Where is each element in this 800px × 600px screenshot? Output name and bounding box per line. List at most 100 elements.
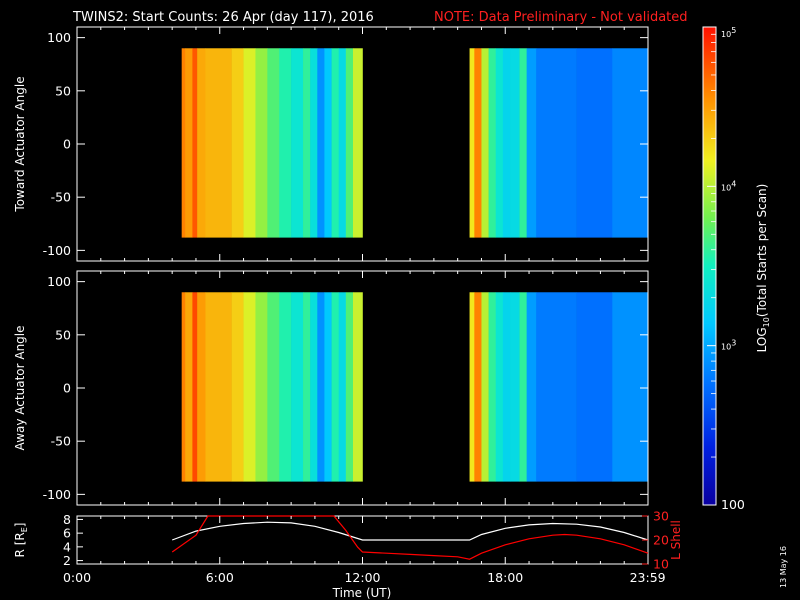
heatmap-cell — [338, 48, 347, 238]
colorbar-tick-label: 103 — [721, 339, 736, 352]
heatmap-cell — [502, 48, 511, 238]
ytick-label: 8 — [63, 512, 71, 527]
heatmap-cell — [303, 48, 311, 238]
heatmap-cell — [291, 48, 304, 238]
heatmap-cell — [536, 292, 577, 482]
heatmap-cell — [310, 48, 318, 238]
heatmap-cell — [303, 292, 311, 482]
heatmap-cell — [474, 292, 482, 482]
toward-yticks: 100 50 0 -50 -100 — [43, 27, 649, 261]
heatmap-cell — [536, 48, 577, 238]
heatmap-cell — [243, 292, 256, 482]
colorbar-gradient — [703, 27, 716, 505]
toward-ylabel: Toward Actuator Angle — [13, 76, 27, 212]
heatmap-cell — [345, 48, 354, 238]
away-ylabel: Away Actuator Angle — [13, 325, 27, 450]
heatmap-cell — [324, 292, 332, 482]
heatmap-cell — [255, 292, 268, 482]
heatmap-cell — [192, 48, 198, 238]
ytick-label: -100 — [43, 487, 71, 502]
preliminary-note: NOTE: Data Preliminary - Not validated — [434, 10, 688, 25]
heatmap-cell — [338, 292, 347, 482]
heatmap-cell — [510, 292, 520, 482]
heatmap-cell — [612, 292, 649, 482]
chart-title: TWINS2: Start Counts: 26 Apr (day 117), … — [72, 10, 374, 25]
heatmap-cell — [502, 292, 511, 482]
heatmap-cell — [510, 48, 520, 238]
heatmap-cell — [185, 292, 193, 482]
heatmap-cell — [317, 48, 325, 238]
ytick-label-right: 30 — [653, 509, 669, 524]
radius-line — [171, 521, 649, 541]
heatmap-cell — [352, 48, 363, 238]
date-stamp: 13 May 16 — [779, 546, 788, 588]
heatmap-cell — [231, 48, 244, 238]
heatmap-cell — [291, 292, 304, 482]
colorbar: 100 103 104 105 LOG10(Total Starts per Scan… — [702, 26, 771, 512]
heatmap-cell — [481, 292, 489, 482]
ytick-label: 50 — [55, 327, 71, 342]
heatmap-cell — [197, 292, 206, 482]
ytick-label: 50 — [55, 83, 71, 98]
away-yticks: 100 50 0 -50 -100 — [43, 271, 649, 505]
heatmap-cell — [474, 48, 482, 238]
ytick-label: -50 — [51, 190, 71, 205]
orbit-left-ylabel: R [RE] — [13, 523, 29, 558]
orbit-right-yticks: 10 20 30 — [642, 509, 669, 572]
heatmap-cell — [331, 292, 340, 482]
lshell-line — [171, 515, 649, 560]
colorbar-label: LOG10(Total Starts per Scan) — [755, 184, 771, 353]
heatmap-cell — [205, 48, 232, 238]
heatmap-cell — [469, 292, 475, 482]
ytick-label: 0 — [63, 381, 71, 396]
ytick-label: 100 — [47, 274, 71, 289]
heatmap-cell — [331, 48, 340, 238]
heatmap-cell — [279, 292, 292, 482]
toward-heatmap — [181, 48, 649, 238]
colorbar-tick-label: 105 — [721, 26, 736, 39]
xtick-label: 6:00 — [206, 570, 234, 585]
heatmap-cell — [495, 48, 504, 238]
colorbar-tick-label: 104 — [721, 179, 736, 192]
heatmap-cell — [231, 292, 244, 482]
heatmap-cell — [526, 292, 537, 482]
x-axis-label: Time (UT) — [332, 586, 392, 600]
ytick-label-right: 10 — [653, 557, 669, 572]
heatmap-cell — [324, 48, 332, 238]
away-heatmap — [181, 292, 649, 482]
heatmap-cell — [310, 292, 318, 482]
heatmap-cell — [612, 48, 649, 238]
xtick-label: 23:59 — [630, 570, 666, 585]
heatmap-cell — [255, 48, 268, 238]
ytick-label: 2 — [63, 553, 71, 568]
colorbar-tick-label: 100 — [721, 497, 745, 512]
ytick-label: 100 — [47, 30, 71, 45]
heatmap-cell — [345, 292, 354, 482]
away-panel: 100 50 0 -50 -100 Away Actuator Angle — [13, 270, 649, 506]
heatmap-cell — [519, 292, 527, 482]
colorbar-ticks: 100 103 104 105 — [707, 26, 745, 512]
toward-panel: 100 50 0 -50 -100 Toward Actuator Angle — [13, 26, 649, 262]
heatmap-cell — [352, 292, 363, 482]
orbit-xticks: 0:00 6:00 12:00 18:00 23:59 — [63, 516, 666, 585]
heatmap-cell — [243, 48, 256, 238]
heatmap-cell — [495, 292, 504, 482]
heatmap-cell — [267, 292, 280, 482]
heatmap-cell — [469, 48, 475, 238]
heatmap-cell — [317, 292, 325, 482]
heatmap-cell — [526, 48, 537, 238]
heatmap-cell — [576, 292, 613, 482]
heatmap-cell — [488, 48, 497, 238]
orbit-lines — [171, 515, 649, 560]
xtick-label: 12:00 — [344, 570, 380, 585]
ytick-label: -50 — [51, 434, 71, 449]
ytick-label-right: 20 — [653, 533, 669, 548]
heatmap-cell — [481, 48, 489, 238]
heatmap-cell — [576, 48, 613, 238]
ytick-label: 6 — [63, 526, 71, 541]
heatmap-cell — [279, 48, 292, 238]
heatmap-cell — [192, 292, 198, 482]
